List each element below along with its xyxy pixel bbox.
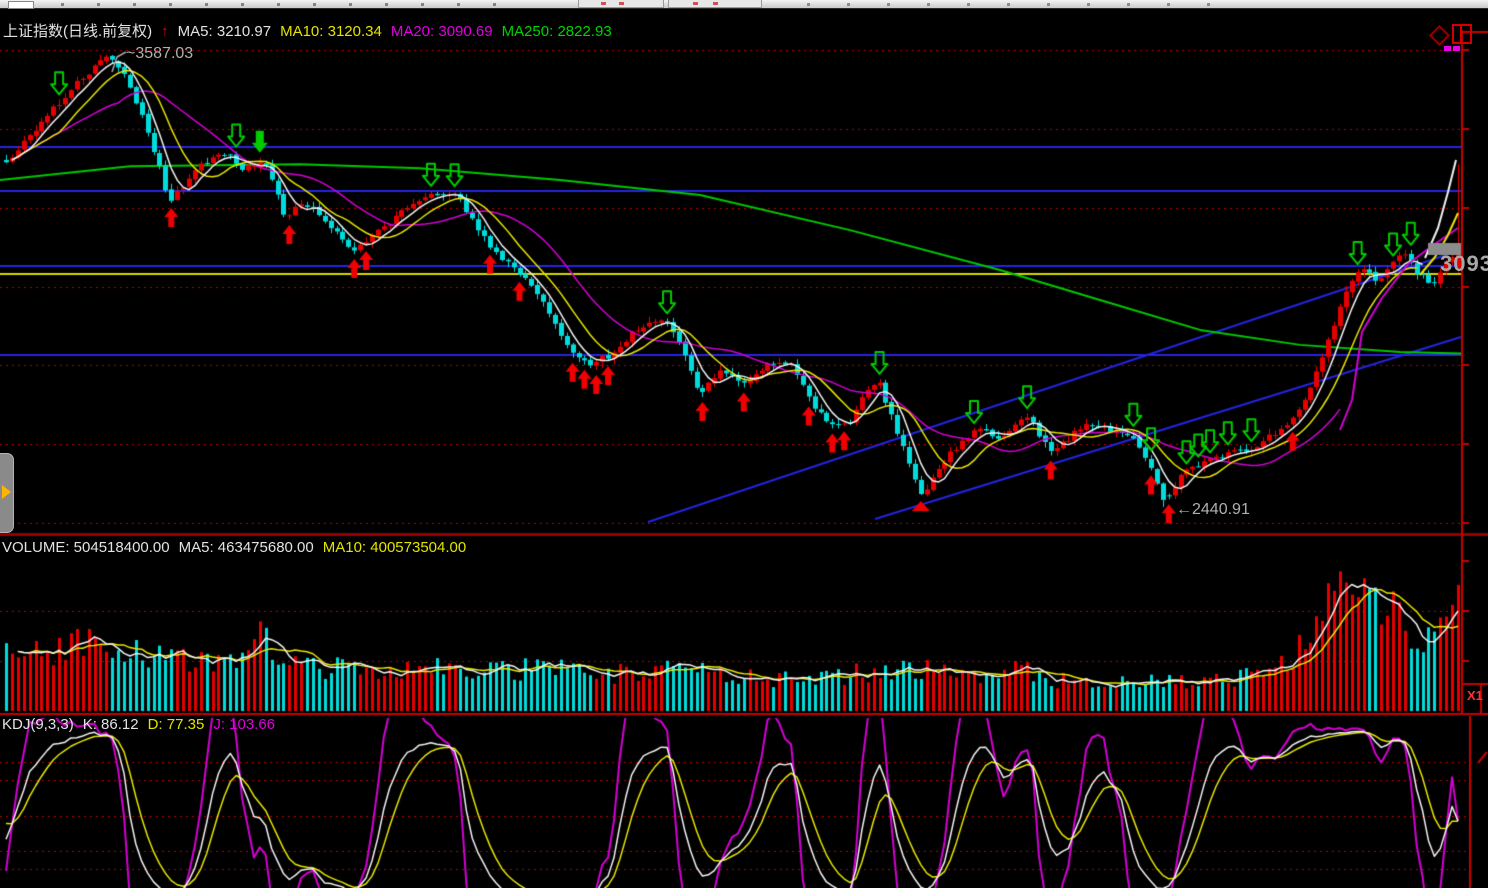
- toolbar-button[interactable]: [8, 1, 34, 9]
- last-price-label: 3093: [1440, 251, 1488, 276]
- kdj-indicator-label: KDJ(9,3,3): [2, 716, 74, 733]
- ma5-value: MA5: 3210.97: [177, 23, 272, 40]
- ma10-value: MA10: 3120.34: [280, 23, 382, 40]
- split-window-icon[interactable]: [1452, 24, 1472, 44]
- volume-value: VOLUME: 504518400.00: [2, 539, 170, 556]
- magenta-marker-dot: [1453, 46, 1460, 51]
- magenta-marker-dot: [1444, 46, 1451, 51]
- toolbar-fragment: [790, 3, 1210, 6]
- top-toolbar: [0, 0, 1488, 9]
- toolbar-red-text-fragment: [693, 2, 698, 5]
- signal-up-arrow-icon: ↑: [161, 23, 169, 40]
- sidebar-expand-handle[interactable]: [0, 453, 14, 533]
- volume-ma5-value: MA5: 463475680.00: [178, 539, 314, 556]
- toolbar-red-text-fragment: [619, 2, 624, 5]
- ma20-value: MA20: 3090.69: [390, 23, 493, 40]
- toolbar-fragment: [46, 3, 526, 6]
- low-price-annotation: ←2440.91: [1176, 501, 1250, 518]
- price-pane-header: 上证指数(日线.前复权) ↑ MA5: 3210.97 MA10: 3120.34 MA…: [3, 20, 621, 41]
- toolbar-red-text-fragment: [601, 2, 606, 5]
- kdj-d-value: D: 77.35: [147, 716, 205, 733]
- peak-price-annotation: ~3587.03: [126, 45, 194, 62]
- volume-ma10-value: MA10: 400573504.00: [322, 539, 467, 556]
- toolbar-button-red-1[interactable]: [578, 0, 664, 8]
- toolbar-red-text-fragment: [713, 2, 718, 5]
- volume-pane-header: VOLUME: 504518400.00 MA5: 463475680.00 MA1…: [2, 539, 475, 556]
- toolbar-button-red-2[interactable]: [668, 0, 762, 8]
- split-window-divider: [1460, 26, 1462, 42]
- kdj-k-value: K: 86.12: [82, 716, 139, 733]
- expand-arrow-icon: [2, 485, 11, 499]
- scale-multiplier-label: X1: [1467, 688, 1483, 703]
- kdj-j-value: J: 103.66: [213, 716, 276, 733]
- ma250-value: MA250: 2822.93: [501, 23, 612, 40]
- instrument-title: 上证指数(日线.前复权): [3, 23, 153, 40]
- kdj-pane-header: KDJ(9,3,3) K: 86.12 D: 77.35 J: 103.66: [2, 716, 284, 733]
